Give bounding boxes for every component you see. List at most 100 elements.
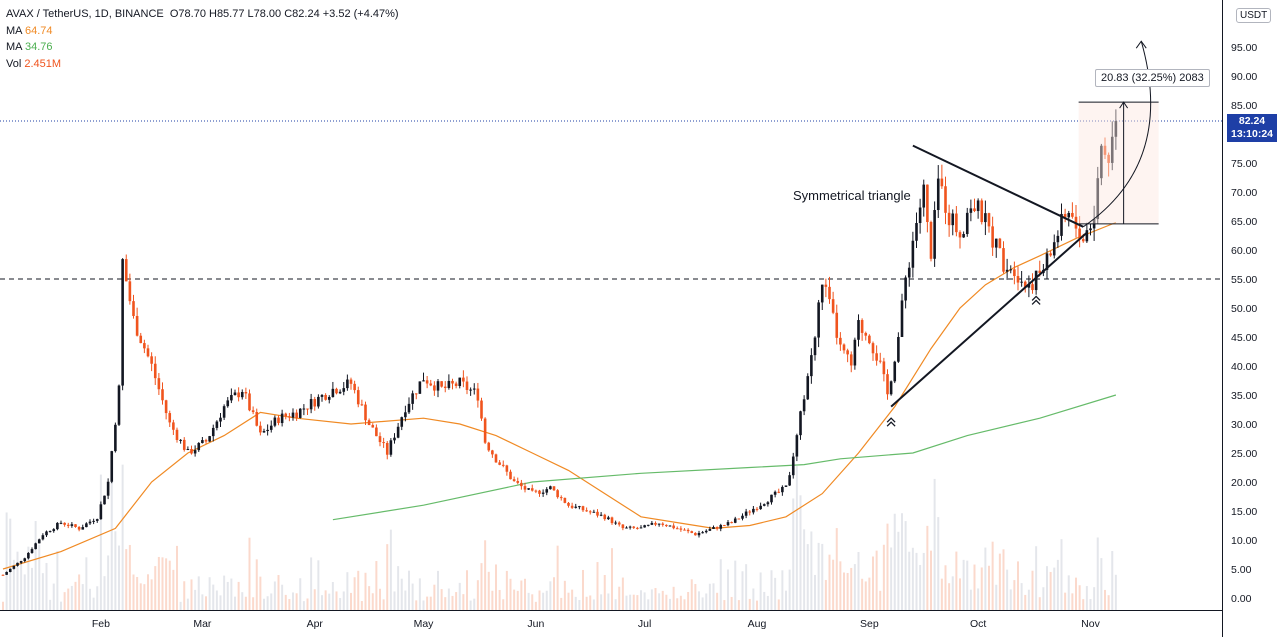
volume-bar	[817, 542, 820, 610]
volume-bar	[788, 569, 791, 610]
volume-bar	[495, 564, 497, 610]
candle-body	[1049, 253, 1052, 256]
volume-bar	[846, 572, 849, 610]
candle-body	[66, 524, 70, 526]
volume-bar	[172, 569, 175, 610]
volume-bar	[469, 600, 472, 610]
volume-bar	[679, 595, 682, 610]
measure-label: 20.83 (32.25%) 2083	[1095, 69, 1210, 87]
candle-body	[172, 422, 175, 430]
candle-body	[153, 363, 157, 379]
candle-body	[712, 527, 715, 529]
volume-bar	[458, 582, 461, 610]
volume-bar	[1111, 551, 1114, 610]
volume-bar	[223, 575, 226, 610]
candle-body	[128, 281, 132, 302]
volume-bar	[107, 555, 110, 610]
ma2-label: MA	[6, 41, 22, 53]
candle-body	[723, 525, 726, 527]
volume-row[interactable]: Vol 2.451M	[6, 56, 399, 73]
candle-body	[1078, 228, 1081, 240]
measure-area	[1078, 102, 1159, 224]
ma2-value: 34.76	[24, 41, 53, 53]
volume-bar	[128, 544, 131, 610]
volume-bar	[342, 591, 345, 610]
volume-bar	[596, 562, 599, 610]
volume-bar	[444, 597, 447, 610]
volume-bar	[418, 578, 421, 610]
volume-bar	[45, 562, 48, 610]
x-tick-label: Mar	[193, 618, 212, 630]
candle-body	[291, 412, 295, 418]
ohlc-values: O78.70 H85.77 L78.00 C82.24 +3.52 (+4.47…	[169, 8, 399, 20]
currency-badge[interactable]: USDT	[1236, 8, 1272, 23]
candle-body	[447, 380, 451, 388]
candle-body	[549, 486, 552, 490]
candle-body	[984, 213, 987, 223]
candle-body	[864, 332, 868, 336]
volume-bar	[567, 592, 570, 610]
volume-bar	[9, 518, 12, 610]
volume-bar	[99, 474, 102, 610]
volume-bar	[212, 584, 215, 610]
candle-body	[686, 529, 690, 532]
candle-body	[556, 490, 559, 498]
volume-bar	[234, 596, 236, 610]
candle-body	[498, 462, 501, 465]
volume-bar	[31, 567, 33, 610]
volume-bar	[1082, 599, 1085, 610]
candle-body	[37, 539, 41, 544]
candle-body	[926, 184, 929, 223]
volume-bar	[1042, 587, 1045, 610]
candle-body	[56, 522, 59, 530]
candle-body	[505, 465, 509, 472]
volume-bar	[828, 554, 831, 610]
candle-body	[193, 450, 197, 454]
horizontal-level-line	[0, 120, 1222, 280]
candle-body	[99, 504, 103, 520]
volume-bar	[310, 557, 313, 610]
candlesticks	[1, 109, 1118, 576]
candle-body	[16, 562, 19, 566]
candle-body	[748, 511, 752, 513]
candle-body	[976, 200, 980, 212]
candle-body	[694, 532, 697, 536]
candle-body	[106, 481, 110, 496]
y-tick-label: 20.00	[1231, 477, 1257, 489]
candle-body	[810, 355, 813, 377]
candle-body	[462, 377, 465, 382]
volume-bar	[574, 596, 577, 610]
candle-body	[306, 408, 309, 410]
volume-bar	[27, 546, 30, 610]
volume-bar	[295, 593, 298, 610]
volume-bar	[5, 512, 8, 610]
vol-label: Vol	[6, 57, 22, 70]
candle-body	[791, 456, 795, 476]
volume-bar	[611, 548, 613, 610]
volume-bar	[462, 594, 465, 610]
candle-body	[262, 431, 266, 433]
volume-bar	[553, 577, 555, 610]
ma2-row[interactable]: MA 34.76	[6, 39, 399, 56]
ma1-row[interactable]: MA 64.74	[6, 23, 399, 40]
candle-body	[770, 494, 773, 503]
candle-body	[965, 212, 969, 235]
candle-body	[164, 400, 168, 414]
candle-body	[491, 450, 494, 455]
volume-bar	[408, 570, 410, 610]
volume-bar	[585, 596, 588, 610]
candle-body	[1103, 145, 1107, 155]
volume-bar	[422, 600, 425, 610]
candle-body	[396, 426, 400, 438]
volume-bar	[897, 531, 900, 610]
volume-bar	[748, 598, 751, 610]
candle-body	[110, 451, 114, 482]
volume-bar	[498, 589, 501, 610]
candle-body	[599, 514, 603, 516]
volume-bar	[393, 591, 396, 610]
volume-bar	[1100, 558, 1103, 610]
volume-bar	[350, 592, 352, 610]
volume-bar	[810, 531, 813, 610]
x-tick-label: Apr	[307, 618, 324, 630]
